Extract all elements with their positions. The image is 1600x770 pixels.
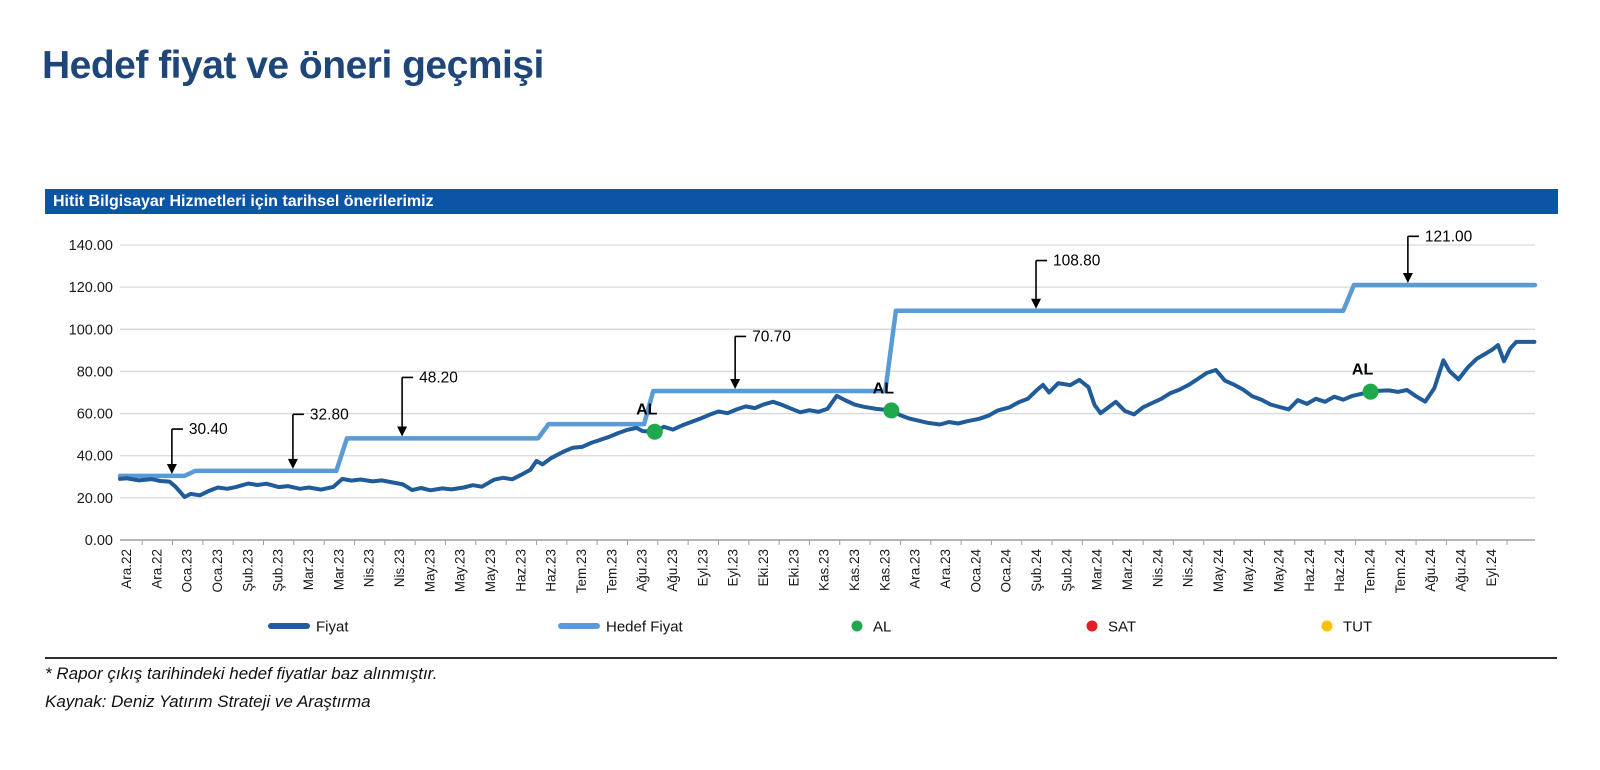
- x-axis-label: Eyl.23: [726, 549, 741, 587]
- x-axis-label: May.24: [1211, 549, 1226, 593]
- x-axis-label: Oca.24: [999, 549, 1014, 593]
- al-marker: [1362, 383, 1379, 400]
- legend-dot-tut: [1321, 620, 1333, 632]
- x-axis-label: Nis.23: [392, 549, 407, 587]
- callout-value-label: 108.80: [1053, 253, 1101, 270]
- x-axis-label: Şub.24: [1059, 549, 1074, 592]
- callout-arrow-line: [1035, 259, 1048, 300]
- x-axis-label: May.24: [1272, 549, 1287, 593]
- x-axis-label: Tem.24: [1363, 549, 1378, 594]
- x-axis-label: Eyl.24: [1484, 549, 1499, 587]
- x-axis-label: Mar.24: [1120, 549, 1135, 591]
- x-axis-label: Mar.23: [331, 549, 346, 590]
- x-axis-label: Ara.22: [119, 549, 134, 589]
- callout-arrow-head: [166, 463, 177, 474]
- al-marker-label: AL: [636, 402, 658, 419]
- x-axis-label: Eki.23: [756, 549, 771, 587]
- x-axis-label: Ağu.24: [1423, 549, 1438, 592]
- hedef-fiyat-line: [117, 282, 1538, 479]
- x-axis-label: May.24: [1241, 549, 1256, 593]
- callout-value-label: 48.20: [419, 369, 458, 386]
- source-note: Kaynak: Deniz Yatırım Strateji ve Araştı…: [45, 692, 371, 711]
- x-axis-label: Şub.24: [1029, 549, 1044, 592]
- x-axis-label: Ağu.23: [665, 549, 680, 592]
- x-axis-label: Ara.22: [149, 549, 164, 589]
- y-axis-label: 60.00: [77, 407, 113, 423]
- callout-value-label: 30.40: [189, 421, 228, 438]
- y-axis-label: 80.00: [77, 364, 113, 380]
- callout-arrow-head: [1031, 298, 1042, 309]
- footer-divider: [45, 657, 1557, 659]
- x-axis-label: Tem.24: [1393, 549, 1408, 594]
- legend-dot-al: [851, 620, 863, 632]
- x-axis-label: Kas.23: [877, 549, 892, 591]
- callout-arrow-head: [397, 426, 408, 437]
- x-axis-label: Ağu.24: [1454, 549, 1469, 592]
- legend-label: AL: [873, 619, 891, 636]
- al-marker-label: AL: [873, 380, 895, 397]
- legend-label: TUT: [1343, 619, 1372, 636]
- x-axis-label: Şub.23: [240, 549, 255, 592]
- x-axis-label: Oca.23: [180, 549, 195, 593]
- legend-swatch-hedef-fiyat: [558, 623, 600, 629]
- al-marker: [883, 402, 900, 419]
- y-axis-label: 0.00: [85, 533, 113, 549]
- x-axis-label: Ara.23: [908, 549, 923, 589]
- legend-label: SAT: [1108, 619, 1136, 636]
- y-axis-label: 140.00: [69, 238, 113, 254]
- callout-arrow-line: [292, 413, 304, 460]
- x-axis-label: Nis.23: [362, 549, 377, 587]
- callout-arrow-line: [734, 335, 747, 381]
- callout-arrow-line: [401, 376, 414, 428]
- x-axis-label: Haz.24: [1302, 549, 1317, 592]
- x-axis-label: Mar.24: [1090, 549, 1105, 591]
- callout-arrow-line: [171, 428, 183, 465]
- callout-value-label: 32.80: [310, 406, 349, 423]
- x-axis-label: Ara.23: [938, 549, 953, 589]
- legend-dot-sat: [1086, 620, 1098, 632]
- callout-arrow-head: [730, 379, 741, 390]
- y-axis-label: 20.00: [77, 491, 113, 507]
- legend-swatch-fiyat: [268, 623, 310, 629]
- x-axis-label: Tem.23: [574, 549, 589, 593]
- x-axis-label: Kas.23: [847, 549, 862, 591]
- y-axis-label: 100.00: [69, 322, 113, 338]
- x-axis-label: Mar.23: [301, 549, 316, 590]
- callout-value-label: 121.00: [1425, 228, 1473, 245]
- x-axis-label: Haz.23: [513, 549, 528, 592]
- x-axis-label: May.23: [453, 549, 468, 592]
- callout-arrow-head: [1402, 273, 1413, 284]
- chart-panel-title: Hitit Bilgisayar Hizmetleri için tarihse…: [45, 189, 1558, 214]
- x-axis-label: Nis.24: [1181, 549, 1196, 588]
- chart-footnote: * Rapor çıkış tarihindeki hedef fiyatlar…: [45, 664, 438, 683]
- callout-arrow-head: [287, 458, 298, 469]
- x-axis-label: Ağu.23: [635, 549, 650, 592]
- x-axis-label: Tem.23: [604, 549, 619, 593]
- callout-arrow-line: [1407, 235, 1419, 275]
- legend-label: Hedef Fiyat: [606, 619, 684, 636]
- page-title: Hedef fiyat ve öneri geçmişi: [42, 44, 544, 87]
- x-axis-label: May.23: [483, 549, 498, 592]
- x-axis-label: Haz.24: [1332, 549, 1347, 592]
- x-axis-label: Eki.23: [786, 549, 801, 587]
- x-axis-label: Oca.23: [210, 549, 225, 593]
- x-axis-label: Nis.24: [1150, 549, 1165, 588]
- legend-label: Fiyat: [316, 619, 349, 636]
- y-axis-label: 120.00: [69, 280, 113, 296]
- x-axis-label: Kas.23: [817, 549, 832, 591]
- x-axis-label: Eyl.23: [695, 549, 710, 587]
- y-axis-label: 40.00: [77, 449, 113, 465]
- al-marker: [646, 423, 663, 440]
- al-marker-label: AL: [1352, 362, 1374, 379]
- x-axis-label: Şub.23: [271, 549, 286, 592]
- x-axis-label: May.23: [422, 549, 437, 592]
- x-axis-label: Haz.23: [544, 549, 559, 592]
- fiyat-line: [118, 339, 1537, 499]
- callout-value-label: 70.70: [752, 328, 791, 345]
- x-axis-label: Oca.24: [968, 549, 983, 593]
